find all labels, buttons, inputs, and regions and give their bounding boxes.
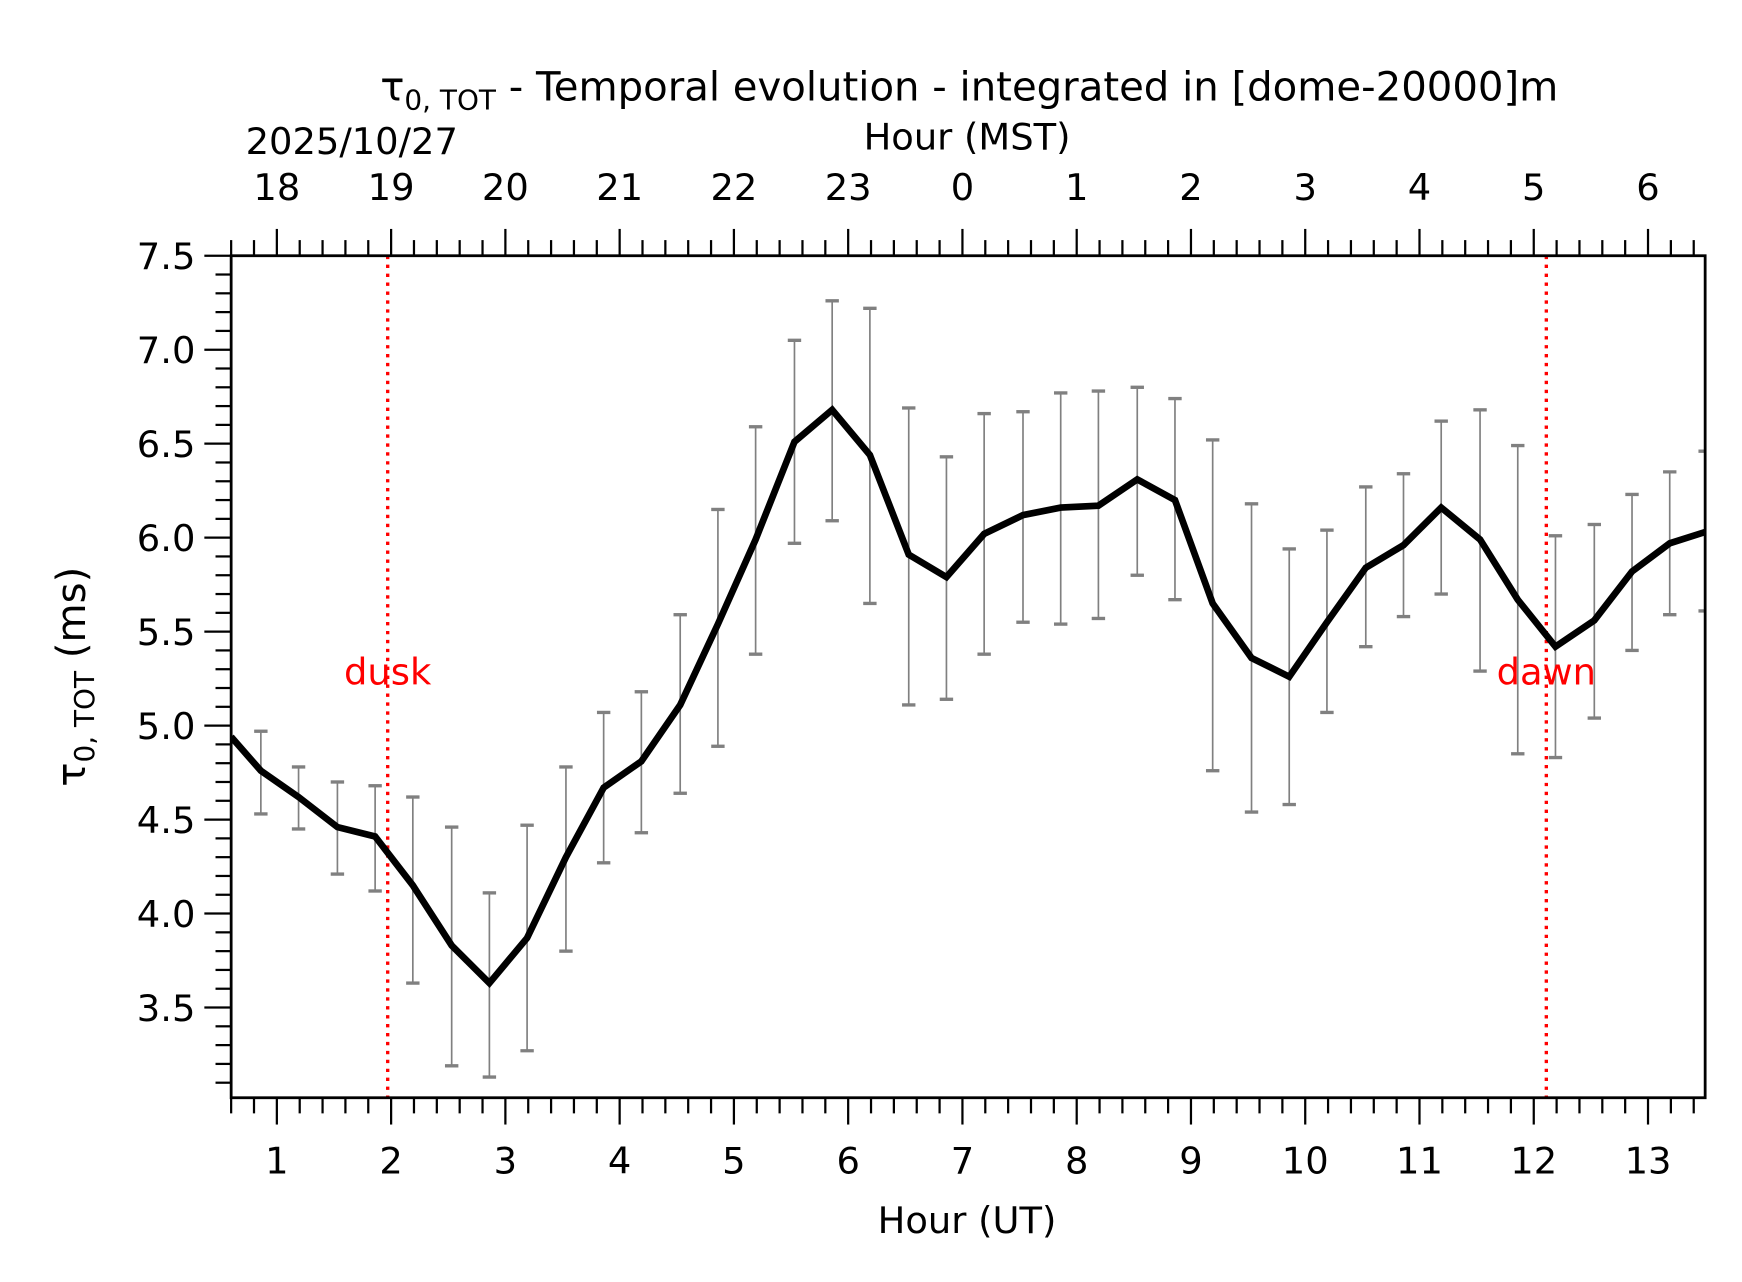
annotation-label-dusk: dusk — [344, 650, 432, 693]
y-axis-label: τ0, TOT (ms) — [49, 567, 101, 787]
x-tick-label: 10 — [1282, 1140, 1329, 1183]
y-tick-label: 5.0 — [137, 705, 196, 748]
title-symbol: τ — [380, 65, 404, 111]
x-tick-label: 9 — [1179, 1140, 1202, 1183]
y-tick-label: 4.0 — [137, 893, 196, 936]
ylabel-subscript: 0, TOT — [68, 670, 101, 763]
x2-tick-label: 2 — [1179, 166, 1202, 209]
y-tick-label: 6.5 — [137, 423, 196, 466]
annotation-label-dawn: dawn — [1497, 650, 1596, 693]
x2-tick-label: 23 — [825, 166, 872, 209]
ylabel-rest: (ms) — [49, 567, 95, 671]
plot-area: dusk dawn11821932042152262370819210311412… — [137, 166, 1707, 1183]
x-tick-label: 8 — [1065, 1140, 1088, 1183]
plot-frame — [229, 254, 1707, 1100]
x-tick-label: 4 — [608, 1140, 631, 1183]
x2-tick-label: 0 — [951, 166, 974, 209]
x2-tick-label: 4 — [1408, 166, 1431, 209]
x2-tick-label: 6 — [1636, 166, 1659, 209]
x2-tick-label: 20 — [482, 166, 529, 209]
date-label: 2025/10/27 — [246, 120, 458, 163]
plot-content — [231, 255, 1706, 1098]
x2-tick-label: 22 — [710, 166, 757, 209]
x2-axis-label: Hour (MST) — [864, 116, 1071, 159]
x-tick-label: 6 — [836, 1140, 859, 1183]
x2-tick-label: 19 — [368, 166, 415, 209]
y-tick-label: 7.5 — [137, 235, 196, 278]
y-tick-label: 3.5 — [137, 987, 196, 1030]
x2-tick-label: 5 — [1522, 166, 1545, 209]
y-tick-label: 7.0 — [137, 329, 196, 372]
data-line — [231, 405, 1706, 989]
x-tick-label: 2 — [379, 1140, 402, 1183]
x-tick-label: 12 — [1510, 1140, 1557, 1183]
x2-tick-label: 1 — [1065, 166, 1088, 209]
ylabel-symbol: τ — [49, 763, 95, 787]
x-tick-label: 13 — [1625, 1140, 1672, 1183]
x-tick-label: 1 — [265, 1140, 288, 1183]
title-subscript: 0, TOT — [404, 83, 497, 116]
y-tick-label: 4.5 — [137, 799, 196, 842]
error-bar — [1698, 449, 1706, 613]
title-rest: - Temporal evolution - integrated in [do… — [496, 65, 1558, 111]
x-tick-label: 11 — [1396, 1140, 1443, 1183]
x-axis-label: Hour (UT) — [878, 1199, 1057, 1242]
x-tick-label: 5 — [722, 1140, 745, 1183]
y-tick-label: 5.5 — [137, 611, 196, 654]
x2-tick-label: 3 — [1294, 166, 1317, 209]
y-tick-label: 6.0 — [137, 517, 196, 560]
chart-title: τ0, TOT - Temporal evolution - integrate… — [380, 65, 1558, 117]
x-tick-label: 7 — [951, 1140, 974, 1183]
x2-tick-label: 18 — [253, 166, 300, 209]
x2-tick-label: 21 — [596, 166, 643, 209]
x-tick-label: 3 — [494, 1140, 517, 1183]
